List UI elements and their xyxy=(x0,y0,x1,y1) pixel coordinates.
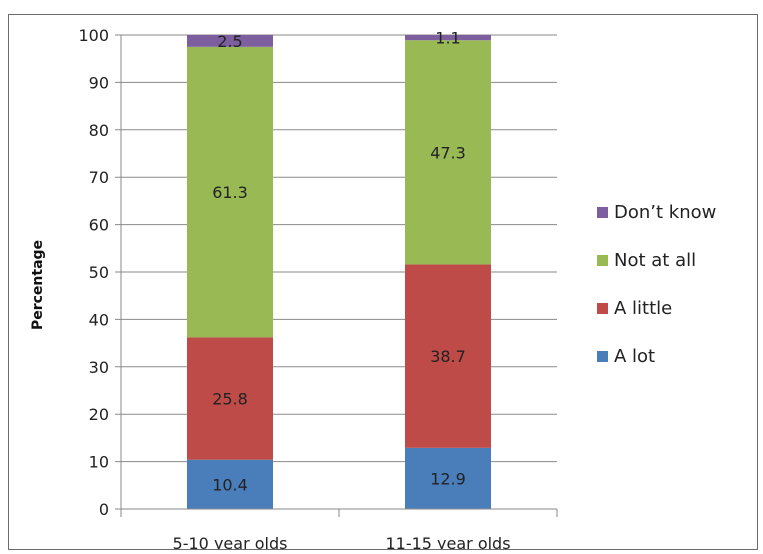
data-labels: 10.4 25.8 61.3 2.5 12.9 38.7 47.3 1.1 xyxy=(212,29,466,495)
bar-a-lot-5-10-year-olds xyxy=(187,459,273,509)
legend-swatch xyxy=(597,255,608,266)
bar-a-little-11-15-year-olds xyxy=(405,264,491,448)
legend-swatch xyxy=(597,351,608,362)
legend-swatch xyxy=(597,207,608,218)
y-tick-label: 100 xyxy=(78,26,109,45)
category-label-5-10-year-olds: 5-10 year olds xyxy=(173,534,288,549)
bar-don-t-know-5-10-year-olds xyxy=(187,35,273,47)
data-label-a-lot-5-10-year-olds: 10.4 xyxy=(212,475,248,494)
y-axis-ticks: 0 10 20 30 40 50 60 70 80 90 100 xyxy=(78,26,109,519)
y-tick-label: 20 xyxy=(89,405,109,424)
bar-not-at-all-11-15-year-olds xyxy=(405,40,491,265)
y-tick-label: 80 xyxy=(89,121,109,140)
legend-item-a-little: A little xyxy=(597,298,672,319)
chart-frame: 0 10 20 30 40 50 60 70 80 90 100 10.4 25.8 61.3 2.5 12… xyxy=(8,14,758,550)
data-label-a-little-5-10-year-olds: 25.8 xyxy=(212,390,248,409)
data-label-a-little-11-15-year-olds: 38.7 xyxy=(430,347,466,366)
category-label-11-15-year-olds: 11-15 year olds xyxy=(385,534,510,549)
data-label-don-t-know-11-15-year-olds: 1.1 xyxy=(435,29,460,48)
y-tick-label: 70 xyxy=(89,168,109,187)
y-tick-label: 10 xyxy=(89,453,109,472)
data-label-a-lot-11-15-year-olds: 12.9 xyxy=(430,469,466,488)
y-tick-label: 50 xyxy=(89,263,109,282)
bar-don-t-know-11-15-year-olds xyxy=(405,35,491,41)
legend: Don’t know Not at all A little A lot xyxy=(597,202,716,367)
y-tick-label: 0 xyxy=(99,500,109,519)
y-tick-label: 60 xyxy=(89,216,109,235)
legend-item-don-t-know: Don’t know xyxy=(597,202,716,223)
data-label-don-t-know-5-10-year-olds: 2.5 xyxy=(217,32,242,51)
legend-label: Don’t know xyxy=(614,202,716,223)
stacked-bar-chart: 0 10 20 30 40 50 60 70 80 90 100 10.4 25.8 61.3 2.5 12… xyxy=(30,26,716,549)
legend-label: Not at all xyxy=(614,250,696,271)
y-tick-label: 40 xyxy=(89,310,109,329)
bar-a-little-5-10-year-olds xyxy=(187,337,273,460)
legend-swatch xyxy=(597,303,608,314)
bar-a-lot-11-15-year-olds xyxy=(405,447,491,509)
bars xyxy=(187,35,491,509)
y-tick-label: 30 xyxy=(89,358,109,377)
x-axis: 5-10 year olds 11-15 year olds xyxy=(120,35,558,549)
legend-label: A little xyxy=(614,298,672,319)
y-axis-label: Percentage xyxy=(30,240,46,330)
y-tick-label: 90 xyxy=(89,73,109,92)
bar-not-at-all-5-10-year-olds xyxy=(187,46,273,338)
legend-item-not-at-all: Not at all xyxy=(597,250,696,271)
legend-label: A lot xyxy=(614,346,655,367)
legend-item-a-lot: A lot xyxy=(597,346,655,367)
data-label-not-at-all-5-10-year-olds: 61.3 xyxy=(212,183,248,202)
data-label-not-at-all-11-15-year-olds: 47.3 xyxy=(430,143,466,162)
